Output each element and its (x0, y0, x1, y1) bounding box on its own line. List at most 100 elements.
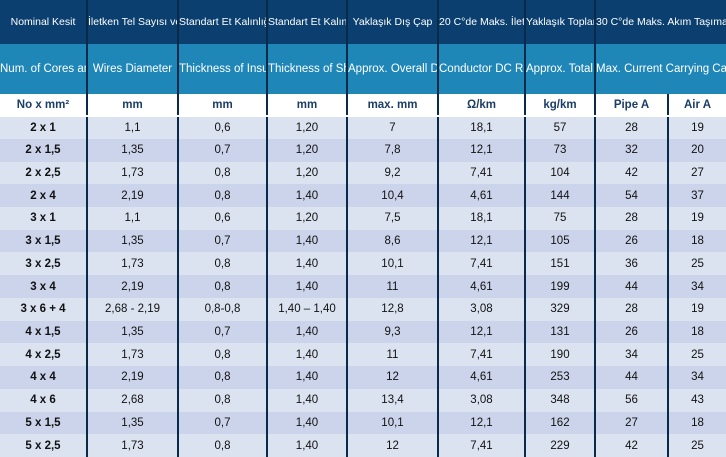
cell-insulation: 0,7 (178, 229, 268, 253)
cell-insulation: 0,6 (178, 116, 268, 139)
cell-air-current: 25 (668, 252, 726, 276)
header-tr-nominal-section: Nominal Kesit (0, 0, 88, 45)
cell-weight: 151 (525, 252, 596, 276)
header-en-nominal-section: Num. of Cores and Nominal Cross Section (0, 44, 88, 95)
cell-sheath: 1,20 (267, 161, 348, 185)
cell-outer-diameter: 7,8 (347, 138, 439, 162)
table-row: 3 x 1 1,1 0,6 1,20 7,5 18,1 75 28 19 (0, 207, 726, 230)
cell-air-current: 37 (668, 184, 726, 208)
cell-dc-resistance: 18,1 (438, 116, 526, 139)
cell-section: 4 x 1,5 (0, 320, 88, 344)
cell-pipe-current: 34 (595, 343, 669, 367)
header-en-dc-resistance: Conductor DC Resistance at 20°C (438, 44, 526, 95)
cell-insulation: 0,7 (178, 320, 268, 344)
cell-sheath: 1,40 (267, 184, 348, 208)
unit-cell: mm (87, 94, 179, 118)
unit-cell: Ω/km (438, 94, 526, 118)
cell-section: 3 x 2,5 (0, 252, 88, 276)
cell-sheath: 1,40 (267, 434, 348, 457)
header-row-english: Num. of Cores and Nominal Cross Section … (0, 44, 726, 95)
cell-wire-diameter: 2,68 (87, 388, 179, 412)
cell-wire-diameter: 2,19 (87, 275, 179, 298)
cell-section: 3 x 1 (0, 207, 88, 230)
table-row: 4 x 6 2,68 0,8 1,40 13,4 3,08 348 56 43 (0, 388, 726, 412)
cell-insulation: 0,8 (178, 161, 268, 185)
table-row: 4 x 4 2,19 0,8 1,40 12 4,61 253 44 34 (0, 366, 726, 389)
cell-sheath: 1,40 (267, 229, 348, 253)
cell-weight: 73 (525, 138, 596, 162)
cell-insulation: 0,7 (178, 138, 268, 162)
cell-insulation: 0,8 (178, 343, 268, 367)
header-en-wires: Wires Diameter (87, 44, 179, 95)
table-row: 2 x 2,5 1,73 0,8 1,20 9,2 7,41 104 42 27 (0, 161, 726, 185)
cell-pipe-current: 28 (595, 297, 669, 321)
cell-dc-resistance: 7,41 (438, 434, 526, 457)
cell-outer-diameter: 12 (347, 434, 439, 457)
cell-section: 2 x 1,5 (0, 138, 88, 162)
cell-outer-diameter: 9,2 (347, 161, 439, 185)
cell-air-current: 27 (668, 161, 726, 185)
cell-sheath: 1,20 (267, 116, 348, 139)
cell-wire-diameter: 2,19 (87, 184, 179, 208)
cell-pipe-current: 36 (595, 252, 669, 276)
cell-outer-diameter: 12,8 (347, 297, 439, 321)
cell-pipe-current: 56 (595, 388, 669, 412)
cell-section: 3 x 6 + 4 (0, 297, 88, 321)
header-tr-current-capacity: 30 C°de Maks. Akım Taşıma Kapasitesi (595, 0, 726, 45)
cell-insulation: 0,8 (178, 275, 268, 298)
cell-section: 4 x 6 (0, 388, 88, 412)
cell-weight: 75 (525, 207, 596, 230)
cell-section: 2 x 4 (0, 184, 88, 208)
table-row: 3 x 6 + 4 2,68 - 2,19 0,8-0,8 1,40 – 1,40 12… (0, 297, 726, 321)
cell-air-current: 19 (668, 297, 726, 321)
cell-dc-resistance: 4,61 (438, 366, 526, 389)
unit-cell: mm (178, 94, 268, 118)
cell-dc-resistance: 4,61 (438, 275, 526, 298)
cell-insulation: 0,8 (178, 366, 268, 389)
unit-cell: No x mm² (0, 94, 88, 118)
cell-weight: 329 (525, 297, 596, 321)
cell-outer-diameter: 10,1 (347, 252, 439, 276)
cell-dc-resistance: 7,41 (438, 252, 526, 276)
cell-dc-resistance: 7,41 (438, 161, 526, 185)
cell-weight: 253 (525, 366, 596, 389)
cell-air-current: 43 (668, 388, 726, 412)
cell-wire-diameter: 1,35 (87, 138, 179, 162)
cell-section: 4 x 2,5 (0, 343, 88, 367)
unit-cell: kg/km (525, 94, 596, 118)
cell-outer-diameter: 8,6 (347, 229, 439, 253)
unit-cell-pipe: Pipe A (595, 94, 669, 118)
cell-air-current: 18 (668, 411, 726, 435)
cell-section: 2 x 1 (0, 116, 88, 139)
cell-dc-resistance: 18,1 (438, 207, 526, 230)
cell-air-current: 25 (668, 343, 726, 367)
cell-section: 5 x 1,5 (0, 411, 88, 435)
table-row: 4 x 1,5 1,35 0,7 1,40 9,3 12,1 131 26 18 (0, 320, 726, 344)
cell-dc-resistance: 3,08 (438, 297, 526, 321)
cell-outer-diameter: 11 (347, 275, 439, 298)
cell-weight: 190 (525, 343, 596, 367)
table-row: 2 x 4 2,19 0,8 1,40 10,4 4,61 144 54 37 (0, 184, 726, 208)
cell-air-current: 20 (668, 138, 726, 162)
header-en-weight: Approx. Total Weight (525, 44, 596, 95)
cell-sheath: 1,40 (267, 320, 348, 344)
cell-air-current: 25 (668, 434, 726, 457)
cell-dc-resistance: 12,1 (438, 229, 526, 253)
cell-weight: 162 (525, 411, 596, 435)
cell-weight: 105 (525, 229, 596, 253)
cell-wire-diameter: 1,35 (87, 411, 179, 435)
cell-outer-diameter: 11 (347, 343, 439, 367)
cell-dc-resistance: 12,1 (438, 320, 526, 344)
cell-weight: 229 (525, 434, 596, 457)
table-row: 3 x 1,5 1,35 0,7 1,40 8,6 12,1 105 26 18 (0, 229, 726, 253)
cell-air-current: 19 (668, 116, 726, 139)
header-en-insulation: Thickness of Insulation (178, 44, 268, 95)
table-row: 4 x 2,5 1,73 0,8 1,40 11 7,41 190 34 25 (0, 343, 726, 367)
table-row: 2 x 1,5 1,35 0,7 1,20 7,8 12,1 73 32 20 (0, 138, 726, 162)
header-tr-dc-resistance: 20 C°de Maks. İletken DC Direnci (438, 0, 526, 45)
cell-air-current: 34 (668, 275, 726, 298)
cell-pipe-current: 42 (595, 434, 669, 457)
header-tr-insulation: Standart Et Kalınlığı (İzole) (178, 0, 268, 45)
table-row: 5 x 1,5 1,35 0,7 1,40 10,1 12,1 162 27 18 (0, 411, 726, 435)
